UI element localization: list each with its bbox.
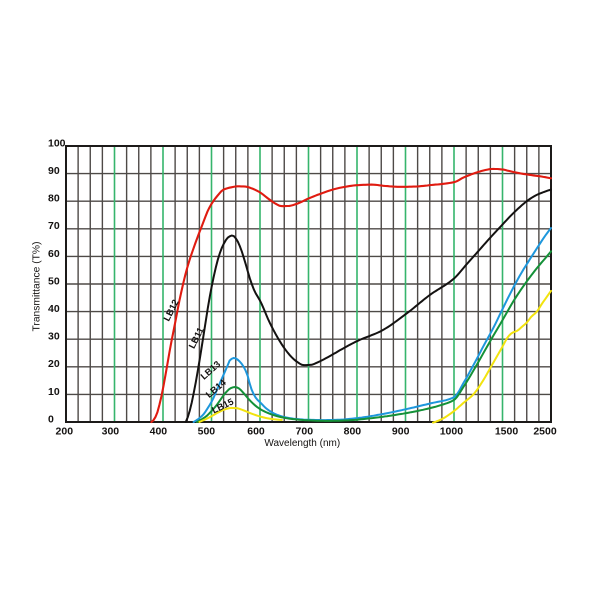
svg-text:Wavelength (nm): Wavelength (nm) bbox=[264, 438, 340, 449]
svg-text:700: 700 bbox=[296, 426, 314, 438]
svg-text:40: 40 bbox=[48, 303, 60, 315]
svg-text:400: 400 bbox=[150, 426, 168, 438]
svg-text:2500: 2500 bbox=[533, 426, 557, 438]
svg-text:10: 10 bbox=[48, 386, 60, 398]
svg-text:Transmittance (T%): Transmittance (T%) bbox=[32, 241, 43, 331]
svg-text:0: 0 bbox=[48, 413, 54, 425]
svg-text:90: 90 bbox=[48, 165, 60, 177]
svg-text:1500: 1500 bbox=[495, 426, 519, 438]
svg-text:200: 200 bbox=[56, 426, 74, 438]
svg-text:900: 900 bbox=[392, 426, 410, 438]
svg-text:1000: 1000 bbox=[440, 426, 464, 438]
svg-text:800: 800 bbox=[344, 426, 362, 438]
svg-text:50: 50 bbox=[48, 275, 60, 287]
svg-text:100: 100 bbox=[48, 137, 66, 149]
svg-text:70: 70 bbox=[48, 220, 60, 232]
svg-text:60: 60 bbox=[48, 248, 60, 260]
svg-text:20: 20 bbox=[48, 358, 60, 370]
svg-text:80: 80 bbox=[48, 193, 60, 205]
svg-text:30: 30 bbox=[48, 331, 60, 343]
svg-text:600: 600 bbox=[247, 426, 265, 438]
svg-text:500: 500 bbox=[198, 426, 216, 438]
svg-text:LB15: LB15 bbox=[210, 397, 235, 416]
svg-text:LB13: LB13 bbox=[199, 359, 223, 382]
svg-text:LB14: LB14 bbox=[204, 377, 228, 400]
svg-text:300: 300 bbox=[102, 426, 120, 438]
